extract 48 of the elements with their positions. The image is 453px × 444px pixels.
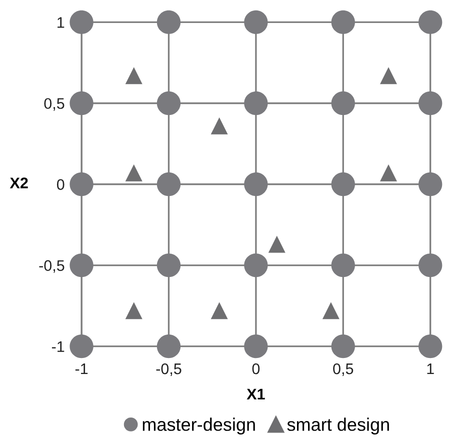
point xyxy=(418,172,442,196)
point xyxy=(244,91,268,116)
x-tick-label: 0 xyxy=(252,363,260,374)
point xyxy=(156,10,181,34)
point xyxy=(331,172,355,196)
point xyxy=(418,10,442,34)
point xyxy=(156,91,181,116)
point xyxy=(331,91,355,116)
x-tick-label: 0,5 xyxy=(333,363,354,376)
y-tick-label: 0,5 xyxy=(44,98,64,111)
point xyxy=(210,117,228,134)
point xyxy=(125,302,142,320)
point xyxy=(418,91,442,116)
legend-label: master-design xyxy=(142,418,255,434)
point xyxy=(244,334,268,358)
x-tick-label: -1 xyxy=(75,364,88,374)
point xyxy=(125,164,142,182)
point xyxy=(70,91,94,116)
x-tick-label: 1 xyxy=(427,364,434,374)
point xyxy=(70,10,94,34)
point xyxy=(418,253,442,278)
point xyxy=(331,253,355,278)
y-tick-label: -1 xyxy=(52,341,64,352)
point xyxy=(322,302,340,320)
point xyxy=(70,253,94,278)
x-axis-title: X1 xyxy=(246,388,265,400)
point xyxy=(156,334,181,358)
point xyxy=(244,172,268,196)
y-tick-label: 1 xyxy=(58,17,64,28)
point xyxy=(380,164,397,182)
y-tick-label: -0,5 xyxy=(39,260,64,273)
point xyxy=(331,10,355,34)
point xyxy=(156,172,181,196)
point xyxy=(244,253,268,278)
y-axis-title: X2 xyxy=(10,178,28,188)
legend-label: smart design xyxy=(287,418,389,434)
point xyxy=(244,10,268,34)
point xyxy=(70,172,94,196)
point xyxy=(70,334,94,358)
point xyxy=(125,67,142,84)
point xyxy=(331,334,355,358)
y-tick-label: 0 xyxy=(56,179,64,190)
point xyxy=(156,253,181,278)
x-tick-label: -0,5 xyxy=(156,363,182,376)
point xyxy=(210,302,228,320)
point xyxy=(418,334,442,358)
point xyxy=(268,236,286,253)
point xyxy=(380,67,397,84)
